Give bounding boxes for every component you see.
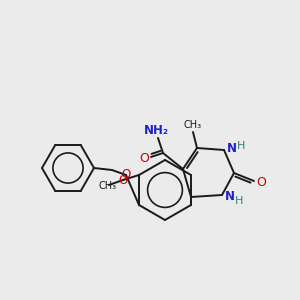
Text: O: O [256,176,266,190]
Text: N: N [225,190,235,203]
Text: O: O [139,152,149,166]
Text: NH₂: NH₂ [143,124,169,136]
Text: CH₃: CH₃ [184,120,202,130]
Text: CH₃: CH₃ [99,181,117,191]
Text: N: N [227,142,237,154]
Text: H: H [235,196,243,206]
Text: O: O [118,173,127,187]
Text: O: O [122,169,130,182]
Text: H: H [237,141,245,151]
